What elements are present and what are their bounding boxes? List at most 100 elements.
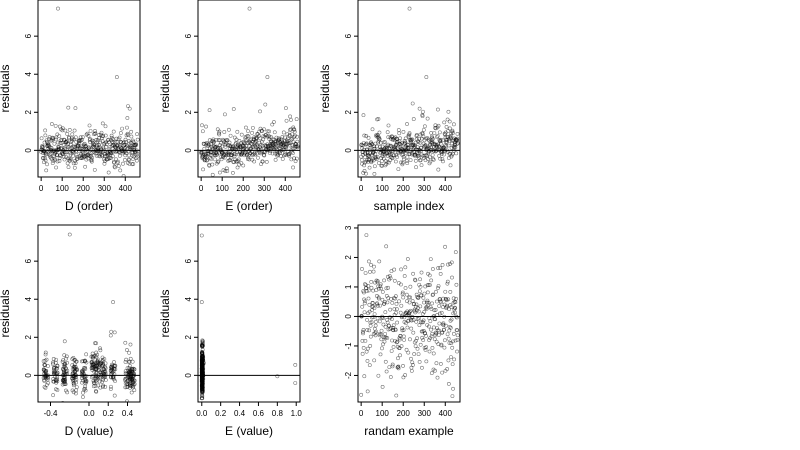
data-point — [75, 155, 80, 159]
data-point — [440, 263, 445, 267]
plot-frame — [357, 224, 461, 403]
data-point — [51, 379, 56, 384]
data-point — [98, 154, 102, 159]
data-point — [401, 328, 406, 333]
data-point — [435, 375, 440, 380]
data-point — [64, 354, 69, 359]
data-point — [200, 344, 204, 348]
data-point — [437, 130, 442, 135]
data-point — [450, 275, 454, 280]
data-point — [436, 286, 440, 290]
data-point — [430, 267, 435, 271]
data-point — [84, 132, 89, 137]
data-point — [424, 333, 428, 338]
data-point — [43, 152, 48, 157]
data-point — [231, 107, 236, 111]
data-point — [409, 368, 414, 373]
data-point — [80, 380, 84, 385]
y-tick-label: 4 — [24, 71, 33, 76]
data-point — [61, 367, 66, 372]
data-point — [442, 345, 447, 350]
data-point — [126, 104, 130, 108]
data-point — [82, 366, 86, 370]
data-point — [445, 117, 450, 122]
data-point — [455, 337, 460, 342]
data-point — [201, 339, 205, 344]
data-point — [266, 146, 270, 151]
data-point — [373, 319, 378, 324]
data-point — [293, 381, 298, 385]
data-point — [364, 141, 369, 146]
data-point — [123, 369, 128, 374]
data-point — [205, 158, 209, 163]
data-point — [424, 345, 429, 350]
data-point — [429, 278, 434, 283]
data-point — [405, 257, 410, 261]
data-point — [438, 299, 443, 304]
data-point — [200, 123, 204, 128]
y-tick-label: 1 — [344, 284, 353, 289]
data-point — [403, 265, 408, 270]
data-point — [123, 381, 128, 386]
data-point — [109, 365, 114, 369]
data-point — [451, 300, 456, 305]
data-point — [430, 346, 435, 350]
data-point — [361, 327, 366, 332]
y-tick-label: 6 — [24, 33, 33, 38]
data-point — [200, 382, 205, 387]
data-point — [239, 161, 244, 166]
data-point — [108, 368, 113, 373]
data-point — [452, 357, 457, 362]
data-point — [227, 127, 231, 132]
data-point — [378, 303, 382, 308]
data-point — [43, 352, 48, 357]
data-point — [52, 141, 57, 146]
data-point — [48, 154, 52, 159]
data-point — [109, 374, 114, 379]
data-point — [129, 129, 134, 134]
data-point — [273, 157, 278, 162]
data-point — [436, 123, 441, 128]
data-point — [223, 112, 227, 117]
data-point — [210, 162, 215, 167]
scatter-panel-1: 0 100 200 300 400 0 2 4 6 D (order) residuals — [0, 0, 141, 213]
data-point — [80, 137, 84, 142]
data-point — [96, 357, 100, 362]
data-point — [117, 135, 122, 140]
data-point — [98, 370, 103, 375]
data-point — [385, 336, 390, 340]
data-point — [103, 124, 108, 129]
data-point — [418, 284, 423, 289]
data-point — [81, 151, 86, 155]
data-point — [453, 310, 457, 315]
data-point — [200, 380, 205, 384]
data-point — [109, 135, 114, 140]
data-point — [426, 303, 431, 308]
data-point — [368, 344, 373, 348]
data-point — [262, 149, 267, 154]
data-point — [424, 306, 429, 311]
data-point — [378, 352, 383, 357]
data-point — [275, 153, 280, 158]
data-point — [216, 159, 221, 164]
data-point — [399, 160, 404, 165]
data-point — [421, 127, 426, 132]
data-point — [365, 346, 370, 351]
data-point — [421, 320, 425, 325]
data-point — [123, 149, 128, 153]
data-point — [397, 299, 401, 304]
data-point — [436, 167, 441, 172]
data-point — [90, 150, 95, 155]
data-point — [442, 120, 447, 125]
data-point — [57, 134, 62, 139]
data-point — [49, 145, 54, 150]
data-point — [111, 140, 116, 145]
data-point — [43, 350, 48, 355]
x-tick-label: 200 — [237, 184, 251, 193]
data-point — [376, 161, 381, 165]
data-point — [130, 145, 134, 150]
data-point — [292, 129, 297, 134]
y-tick-label: 2 — [184, 335, 193, 340]
data-point — [241, 143, 246, 148]
